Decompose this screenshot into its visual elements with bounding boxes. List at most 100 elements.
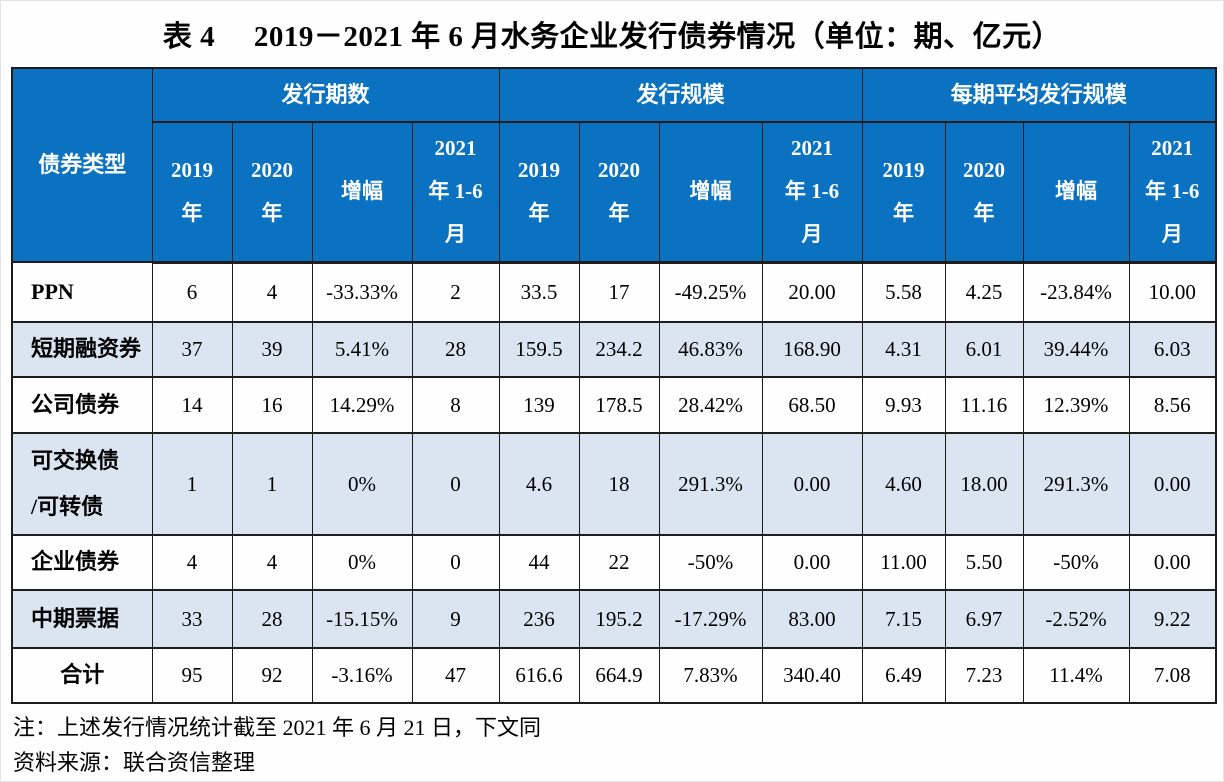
row-label: 中期票据 xyxy=(11,589,153,649)
data-cell: -49.25% xyxy=(658,261,763,323)
data-cell: 14 xyxy=(151,376,233,434)
data-cell: 18.00 xyxy=(944,432,1024,536)
data-cell: 0.00 xyxy=(761,432,863,536)
table-row-exchangeable-convertible-bonds: 可交换债 /可转债 1 1 0% 0 4.6 18 291.3% 0.00 4.… xyxy=(11,432,1217,536)
sub-header-cell: 2021 年 1-6 月 xyxy=(761,121,863,264)
sub-header-cell: 2020 年 xyxy=(944,121,1024,264)
sub-header-cell: 增幅 xyxy=(658,121,763,264)
data-cell: 0% xyxy=(311,534,413,591)
data-cell: 616.6 xyxy=(498,647,580,704)
row-label: 短期融资券 xyxy=(11,321,153,378)
data-cell: 291.3% xyxy=(1022,432,1130,536)
data-cell: 44 xyxy=(498,534,580,591)
data-cell: 4 xyxy=(231,534,313,591)
data-cell: 28 xyxy=(411,321,500,378)
data-cell: 0 xyxy=(411,534,500,591)
data-cell: 4.6 xyxy=(498,432,580,536)
table-title: 表 4 2019－2021 年 6 月水务企业发行债券情况（单位：期、亿元） xyxy=(162,21,1062,53)
sub-header-cell: 2020 年 xyxy=(231,121,313,264)
row-label: PPN xyxy=(11,261,153,323)
data-cell: 6.01 xyxy=(944,321,1024,378)
data-cell: 95 xyxy=(151,647,233,704)
data-cell: 0% xyxy=(311,432,413,536)
data-cell: 5.58 xyxy=(861,261,946,323)
data-cell: 11.4% xyxy=(1022,647,1130,704)
table-row-medium-term-notes: 中期票据 33 28 -15.15% 9 236 195.2 -17.29% 8… xyxy=(11,589,1217,649)
data-cell: 159.5 xyxy=(498,321,580,378)
row-label: 可交换债 /可转债 xyxy=(11,432,153,536)
data-cell: -15.15% xyxy=(311,589,413,649)
row-label: 企业债券 xyxy=(11,534,153,591)
footnote-statistics-cutoff: 注：上述发行情况统计截至 2021 年 6 月 21 日，下文同 xyxy=(13,715,542,740)
data-cell: 6 xyxy=(151,261,233,323)
row-label: 公司债券 xyxy=(11,376,153,434)
data-cell: 1 xyxy=(151,432,233,536)
data-cell: 0.00 xyxy=(761,534,863,591)
data-cell: -50% xyxy=(1022,534,1130,591)
data-cell: 4.25 xyxy=(944,261,1024,323)
data-cell: -17.29% xyxy=(658,589,763,649)
header-sub-row: 2019 年 2020 年 增幅 2021 年 1-6 月 2019 年 202… xyxy=(12,121,1217,264)
data-cell: 28 xyxy=(231,589,313,649)
data-cell: -50% xyxy=(658,534,763,591)
data-cell: 4 xyxy=(231,261,313,323)
data-cell: 6.97 xyxy=(944,589,1024,649)
data-cell: 139 xyxy=(498,376,580,434)
data-cell: 0.00 xyxy=(1128,534,1217,591)
data-cell: 0 xyxy=(411,432,500,536)
data-cell: 68.50 xyxy=(761,376,863,434)
sub-header-cell: 增幅 xyxy=(1022,121,1130,264)
data-cell: 8 xyxy=(411,376,500,434)
data-cell: 168.90 xyxy=(761,321,863,378)
group-header-avg-issue-scale: 每期平均发行规模 xyxy=(861,67,1217,123)
data-cell: 178.5 xyxy=(578,376,660,434)
data-cell: 92 xyxy=(231,647,313,704)
data-cell: 4 xyxy=(151,534,233,591)
data-cell: 12.39% xyxy=(1022,376,1130,434)
data-cell: 4.31 xyxy=(861,321,946,378)
sub-header-cell: 2019 年 xyxy=(861,121,946,264)
data-cell: 47 xyxy=(411,647,500,704)
data-cell: 0.00 xyxy=(1128,432,1217,536)
data-cell: 39 xyxy=(231,321,313,378)
sub-header-cell: 2019 年 xyxy=(151,121,233,264)
data-cell: 33 xyxy=(151,589,233,649)
group-header-issue-scale: 发行规模 xyxy=(498,67,863,123)
sub-header-cell: 2021 年 1-6 月 xyxy=(1128,121,1217,264)
data-cell: 1 xyxy=(231,432,313,536)
data-cell: -33.33% xyxy=(311,261,413,323)
table-row-total: 合计 95 92 -3.16% 47 616.6 664.9 7.83% 340… xyxy=(11,647,1217,704)
data-cell: 9.93 xyxy=(861,376,946,434)
data-cell: 7.83% xyxy=(658,647,763,704)
data-cell: 195.2 xyxy=(578,589,660,649)
header-group-row: 债券类型 发行期数 发行规模 每期平均发行规模 xyxy=(11,67,1217,263)
table-row-ppn: PPN 6 4 -33.33% 2 33.5 17 -49.25% 20.00 … xyxy=(11,261,1217,323)
sub-header-cell: 2020 年 xyxy=(578,121,660,264)
table-row-corporate-bonds: 公司债券 14 16 14.29% 8 139 178.5 28.42% 68.… xyxy=(11,376,1217,434)
data-cell: 83.00 xyxy=(761,589,863,649)
data-cell: 6.49 xyxy=(861,647,946,704)
data-cell: 7.23 xyxy=(944,647,1024,704)
group-header-issue-count: 发行期数 xyxy=(151,67,500,123)
data-cell: -23.84% xyxy=(1022,261,1130,323)
data-cell: 39.44% xyxy=(1022,321,1130,378)
data-cell: 664.9 xyxy=(578,647,660,704)
data-cell: 6.03 xyxy=(1128,321,1217,378)
data-cell: 236 xyxy=(498,589,580,649)
data-cell: 11.00 xyxy=(861,534,946,591)
table-row-enterprise-bonds: 企业债券 4 4 0% 0 44 22 -50% 0.00 11.00 5.50… xyxy=(11,534,1217,591)
data-cell: 291.3% xyxy=(658,432,763,536)
data-cell: 8.56 xyxy=(1128,376,1217,434)
data-cell: 9.22 xyxy=(1128,589,1217,649)
data-cell: 9 xyxy=(411,589,500,649)
data-cell: 2 xyxy=(411,261,500,323)
data-cell: 14.29% xyxy=(311,376,413,434)
data-cell: 7.15 xyxy=(861,589,946,649)
data-cell: 10.00 xyxy=(1128,261,1217,323)
row-label: 合计 xyxy=(11,647,153,704)
data-cell: 22 xyxy=(578,534,660,591)
data-cell: 20.00 xyxy=(761,261,863,323)
data-cell: -2.52% xyxy=(1022,589,1130,649)
data-cell: 11.16 xyxy=(944,376,1024,434)
